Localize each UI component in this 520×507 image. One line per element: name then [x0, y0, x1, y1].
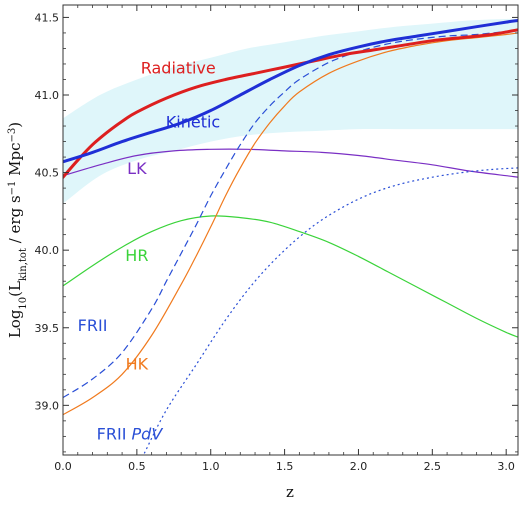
series-radiative-line: [63, 28, 518, 179]
label-kinetic: Kinetic: [166, 113, 220, 132]
x-tick-label: 0.0: [54, 460, 72, 473]
label-lk: LK: [127, 159, 147, 178]
label-frii: FRII: [78, 316, 108, 335]
x-tick-label: 0.5: [128, 460, 146, 473]
label-hk: HK: [126, 355, 149, 374]
series-lk-line: [63, 148, 518, 178]
series-hk-line: [63, 32, 518, 416]
uncertainty-band: [63, 18, 518, 204]
label-radiative: Radiative: [141, 58, 216, 77]
y-tick-label: 39.5: [35, 322, 60, 335]
x-tick-label: 2.5: [424, 460, 442, 473]
y-axis-title: Log10(Lkin,tot / erg s−1 Mpc−3): [6, 122, 29, 338]
x-axis-title: z: [286, 483, 294, 501]
y-tick-label: 41.0: [35, 89, 60, 102]
x-tick-label: 2.0: [350, 460, 368, 473]
y-tick-label: 41.5: [35, 11, 60, 24]
plot-frame: [62, 4, 519, 456]
y-tick-label: 39.0: [35, 399, 60, 412]
label-frii-pdv: FRII PdV: [97, 424, 164, 443]
x-tick-label: 1.0: [202, 460, 220, 473]
series-frii-line: [63, 29, 518, 399]
y-tick-label: 40.5: [35, 167, 60, 180]
x-tick-label: 3.0: [497, 460, 515, 473]
series-hr-line: [63, 215, 518, 338]
series-kinetic-line: [63, 19, 518, 164]
y-tick-label: 40.0: [35, 244, 60, 257]
label-hr: HR: [125, 246, 148, 265]
x-tick-label: 1.5: [276, 460, 294, 473]
